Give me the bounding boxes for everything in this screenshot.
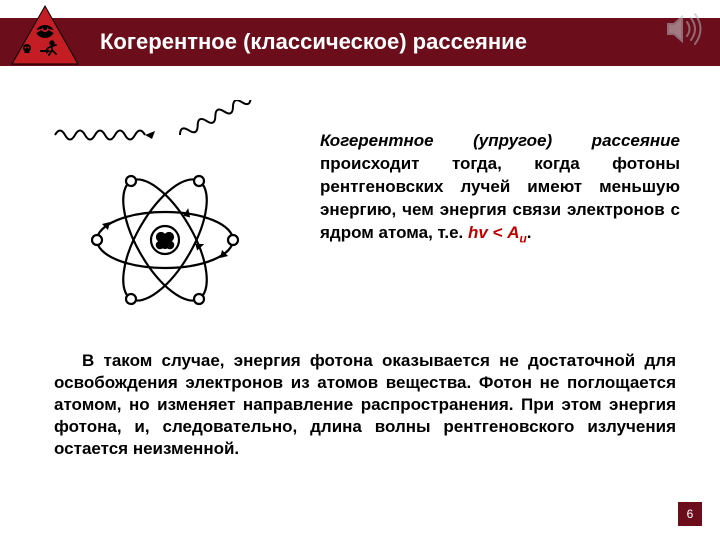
page-number-badge: 6	[678, 502, 702, 526]
paragraph-2: В таком случае, энергия фотона оказывает…	[50, 350, 680, 460]
slide-title: Когерентное (классическое) рассеяние	[100, 29, 527, 55]
formula-hv: hv	[468, 223, 488, 242]
formula-sub: и	[519, 231, 526, 245]
formula-lt: <	[488, 223, 507, 242]
radiation-hazard-icon	[10, 4, 80, 66]
term-coherent: Когерентное (упругое) рассеяние	[320, 131, 680, 150]
title-bar: Когерентное (классическое) рассеяние	[0, 18, 720, 66]
content-area: Когерентное (упругое) рассеяние происход…	[0, 90, 720, 460]
paragraph-1: Когерентное (упругое) рассеяние происход…	[320, 100, 680, 246]
page-number: 6	[687, 507, 694, 521]
p1-dot: .	[527, 223, 532, 242]
atom-scattering-diagram	[50, 100, 300, 320]
formula-A: А	[507, 223, 519, 242]
audio-icon	[662, 8, 704, 50]
